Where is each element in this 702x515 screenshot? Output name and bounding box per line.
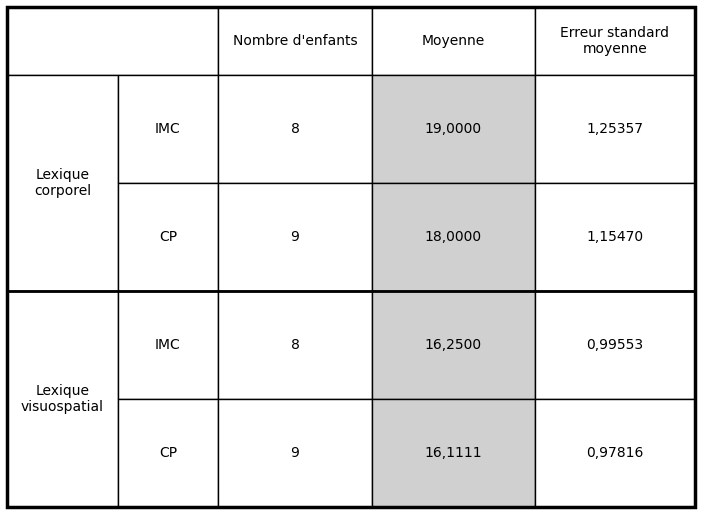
Bar [118, 399, 218, 507]
Bar [372, 183, 535, 291]
Text: 9: 9 [291, 446, 300, 460]
Bar [372, 399, 535, 507]
Bar [118, 291, 218, 399]
Text: CP: CP [159, 230, 177, 244]
Text: 9: 9 [291, 230, 300, 244]
Text: 8: 8 [291, 338, 300, 352]
Bar [372, 75, 535, 183]
Text: 18,0000: 18,0000 [425, 230, 482, 244]
Text: 16,1111: 16,1111 [425, 446, 482, 460]
Text: Nombre d'enfants: Nombre d'enfants [232, 34, 357, 48]
Bar [218, 75, 372, 183]
Text: 16,2500: 16,2500 [425, 338, 482, 352]
Text: 19,0000: 19,0000 [425, 122, 482, 136]
Text: Moyenne: Moyenne [422, 34, 485, 48]
Text: 0,99553: 0,99553 [586, 338, 644, 352]
Text: 0,97816: 0,97816 [586, 446, 644, 460]
Bar [218, 399, 372, 507]
Bar [7, 75, 118, 291]
Bar [372, 291, 535, 399]
Bar [118, 75, 218, 183]
Text: Lexique
corporel: Lexique corporel [34, 168, 91, 198]
Bar [535, 183, 695, 291]
Bar [118, 183, 218, 291]
Bar [218, 7, 372, 75]
Text: CP: CP [159, 446, 177, 460]
Text: Erreur standard
moyenne: Erreur standard moyenne [560, 26, 670, 56]
Bar [535, 75, 695, 183]
Bar [535, 399, 695, 507]
Bar [7, 7, 218, 75]
Bar [218, 183, 372, 291]
Text: IMC: IMC [155, 338, 181, 352]
Bar [7, 291, 118, 507]
Bar [218, 291, 372, 399]
Text: 1,15470: 1,15470 [586, 230, 644, 244]
Bar [535, 7, 695, 75]
Text: 1,25357: 1,25357 [586, 122, 644, 136]
Text: Lexique
visuospatial: Lexique visuospatial [21, 384, 104, 414]
Text: 8: 8 [291, 122, 300, 136]
Bar [372, 7, 535, 75]
Bar [535, 291, 695, 399]
Text: IMC: IMC [155, 122, 181, 136]
